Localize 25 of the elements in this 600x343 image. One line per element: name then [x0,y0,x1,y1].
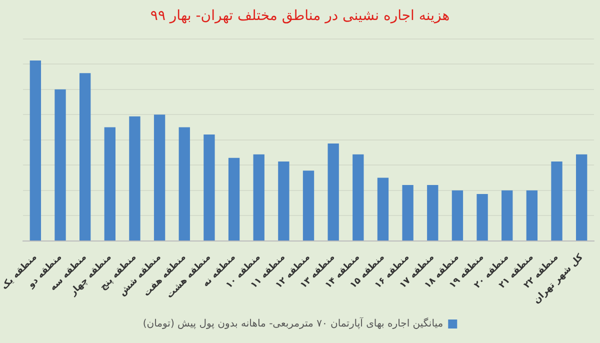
bar [551,162,562,240]
bar [54,89,66,240]
bar [228,158,240,240]
chart-title: هزینه اجاره نشینی در مناطق مختلف تهران- بهار ۹۹ [150,8,450,24]
bar [302,170,314,240]
bar [204,134,215,240]
bar [402,185,414,240]
bar [328,143,339,240]
bar [79,73,91,240]
bar [476,194,488,240]
bar [427,185,438,240]
bar [30,60,42,240]
bar [278,162,290,240]
legend-label: میانگین اجاره بهای آپارتمان ۷۰ مترمربعی- ماهانه بدون پول پیش (تومان) [142,316,444,330]
bar [178,127,190,240]
bar [352,154,364,240]
bar [502,190,513,240]
bar [129,116,140,240]
bar [253,154,264,240]
bar [377,178,389,240]
bar [154,114,166,240]
bar [576,154,588,240]
bar [452,190,464,240]
bar [526,190,538,240]
bar [104,127,116,240]
